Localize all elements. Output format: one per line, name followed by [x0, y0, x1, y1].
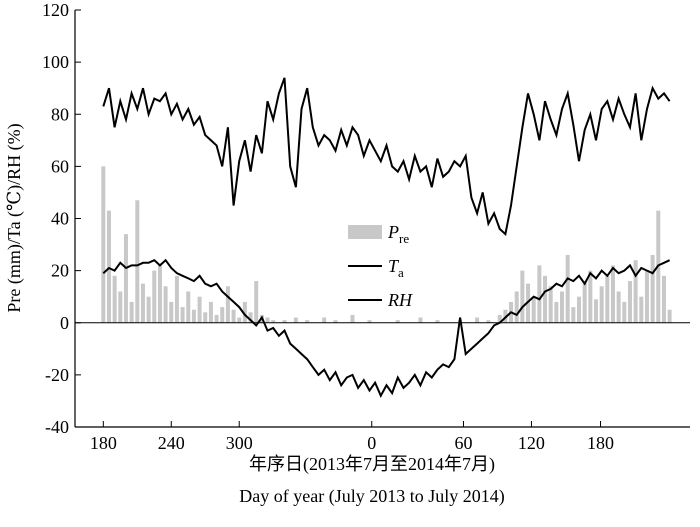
y-axis-label: Pre (mm)/Ta (℃)/RH (%)	[4, 123, 25, 312]
precip-bar	[661, 275, 666, 323]
precip-bar	[543, 275, 548, 323]
legend-label: Pre	[387, 222, 409, 246]
precip-bar	[367, 320, 372, 323]
precip-bar	[622, 301, 627, 323]
precip-bar	[486, 320, 491, 323]
precip-bar	[514, 291, 519, 323]
y-tick-label: -20	[45, 365, 69, 385]
legend-swatch	[348, 225, 382, 239]
precip-bar	[633, 260, 638, 323]
precip-bar	[157, 265, 162, 323]
y-tick-label: 100	[42, 52, 69, 72]
x-tick-label: 120	[518, 433, 545, 453]
precip-bar	[225, 286, 230, 323]
precip-bar	[350, 314, 355, 323]
precip-bar	[146, 296, 151, 323]
precip-bar	[639, 296, 644, 323]
precip-bar	[599, 286, 604, 323]
precip-bar	[565, 254, 570, 323]
precip-bar	[577, 296, 582, 323]
precip-bar	[305, 320, 310, 323]
precip-bar	[118, 291, 123, 323]
precip-bar	[605, 275, 610, 323]
x-tick-label: 180	[90, 433, 117, 453]
precip-bar	[610, 265, 615, 323]
precip-bar	[531, 296, 536, 323]
precip-bar	[560, 291, 565, 323]
series-line	[102, 258, 671, 398]
precip-bar	[112, 275, 117, 323]
precip-bar	[520, 270, 525, 323]
precip-bar	[333, 320, 338, 323]
precip-bar	[163, 286, 168, 323]
precip-bar	[293, 317, 298, 323]
x-tick-label: 240	[158, 433, 185, 453]
precip-bar	[616, 291, 621, 323]
precip-bar	[237, 317, 242, 323]
x-axis-label: 年序日(2013年7月至2014年7月)	[249, 454, 495, 475]
precip-bar	[571, 307, 576, 323]
precip-bar	[197, 296, 202, 323]
precip-bar	[140, 283, 145, 323]
x-tick-label: 0	[367, 433, 376, 453]
precip-bar	[191, 309, 196, 323]
precip-bar	[169, 301, 174, 323]
precip-bar	[186, 291, 191, 323]
precip-bar	[475, 317, 480, 323]
precip-bar	[106, 210, 111, 323]
precip-bar	[588, 270, 593, 323]
precip-bar	[152, 270, 157, 323]
precip-bar	[418, 317, 423, 323]
precip-bar	[254, 281, 259, 323]
precip-bar	[101, 166, 106, 323]
precip-bar	[554, 301, 559, 323]
precip-bar	[627, 281, 632, 323]
precip-bar	[242, 301, 247, 323]
x-tick-label: 60	[454, 433, 472, 453]
precip-bar	[644, 270, 649, 323]
y-tick-label: 0	[60, 313, 69, 333]
precip-bar	[497, 314, 502, 323]
y-tick-label: 80	[51, 104, 69, 124]
precip-bar	[174, 275, 179, 323]
precip-bar	[208, 301, 213, 323]
precip-bar	[593, 299, 598, 323]
precip-bar	[650, 254, 655, 323]
legend-label: RH	[387, 290, 413, 310]
precip-bar	[265, 317, 270, 323]
precip-bar	[582, 281, 587, 323]
y-tick-label: -40	[45, 417, 69, 437]
precip-bar	[220, 307, 225, 323]
precip-bar	[129, 301, 134, 323]
precip-bar	[248, 312, 253, 323]
precip-bar	[435, 320, 440, 323]
precip-bar	[214, 314, 219, 323]
x-tick-label: 180	[587, 433, 614, 453]
y-tick-label: 60	[51, 156, 69, 176]
precip-bar	[123, 234, 128, 323]
precip-bar	[667, 309, 672, 323]
legend-label: Ta	[388, 256, 404, 280]
precip-bar	[180, 307, 185, 323]
precip-bar	[395, 320, 400, 323]
precip-bar	[231, 309, 236, 323]
x-axis-label-en: Day of year (July 2013 to July 2014)	[239, 486, 504, 507]
precip-bar	[271, 320, 276, 323]
series-line	[102, 77, 671, 237]
y-tick-label: 120	[42, 0, 69, 20]
precip-bar	[135, 200, 140, 323]
precip-bar	[537, 265, 542, 323]
precip-bar	[322, 317, 327, 323]
precip-bar	[282, 320, 287, 323]
x-tick-label: 300	[226, 433, 253, 453]
precip-bar	[203, 312, 208, 323]
y-tick-label: 40	[51, 209, 69, 229]
y-tick-label: 20	[51, 261, 69, 281]
precip-bar	[548, 286, 553, 323]
